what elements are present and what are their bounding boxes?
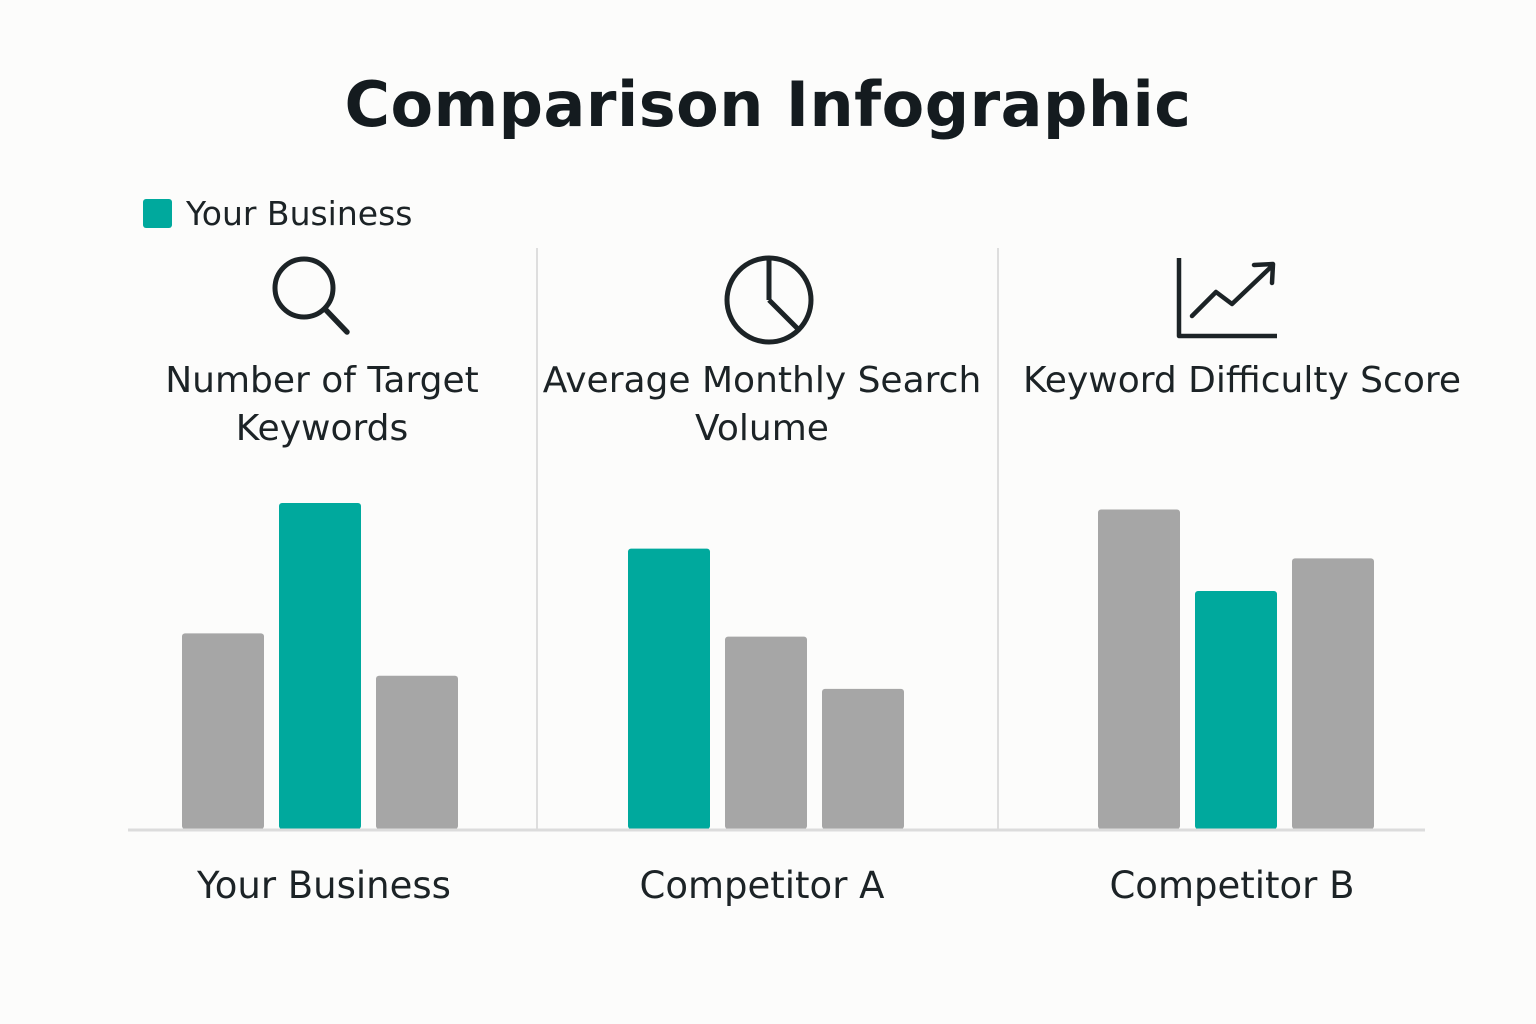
- magnifier-icon: [258, 252, 368, 352]
- bar-1-2: [279, 503, 361, 829]
- category-label-competitor-a: Competitor A: [639, 864, 885, 907]
- bar-3-2: [1195, 591, 1277, 829]
- bar-3-1: [1098, 509, 1180, 829]
- panel-title-keywords: Number of Target Keywords: [165, 360, 479, 449]
- category-label-your-business: Your Business: [197, 864, 451, 907]
- bar-2-3: [822, 688, 904, 829]
- panel-title-volume: Average Monthly Search Volume: [542, 360, 982, 449]
- bar-2-2: [725, 636, 807, 829]
- legend-swatch: [143, 199, 172, 228]
- bar-3-3: [1292, 558, 1374, 829]
- legend-label: Your Business: [186, 194, 413, 233]
- bar-1-3: [376, 675, 458, 829]
- trend-chart-icon: [1172, 252, 1282, 352]
- chart-title: Comparison Infographic: [344, 68, 1192, 141]
- panel-title-difficulty: Keyword Difficulty Score: [1022, 360, 1462, 401]
- bar-2-1: [628, 548, 710, 829]
- category-label-competitor-b: Competitor B: [1109, 864, 1355, 907]
- legend: Your Business: [143, 194, 412, 233]
- pie-chart-icon: [714, 252, 824, 352]
- bar-1-1: [182, 633, 264, 829]
